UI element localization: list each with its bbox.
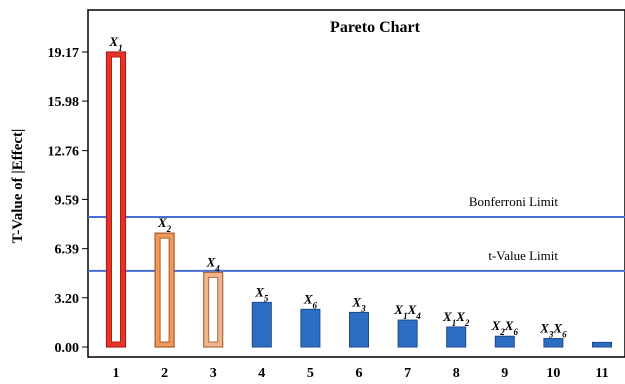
bar xyxy=(300,308,321,348)
bar xyxy=(494,335,515,348)
bar xyxy=(203,271,224,348)
x-tick-label: 4 xyxy=(258,366,265,381)
bar-label: X2 xyxy=(157,215,172,234)
bar-label: X4 xyxy=(206,254,221,273)
plot-frame xyxy=(87,9,625,358)
y-tick-label: 19.17 xyxy=(48,46,80,61)
reference-line-label: Bonferroni Limit xyxy=(469,194,559,209)
y-axis-label: T-Value of |Effect| xyxy=(10,129,26,244)
x-tick-label: 5 xyxy=(307,366,314,381)
x-tick-label: 3 xyxy=(210,366,217,381)
bar xyxy=(105,51,127,348)
y-tick-label: 3.20 xyxy=(55,292,80,307)
bar-label: X1X4 xyxy=(393,302,421,321)
x-tick-label: 2 xyxy=(161,366,168,381)
x-tick-label: 7 xyxy=(404,366,411,381)
x-tick-label: 1 xyxy=(113,366,120,381)
y-tick-label: 9.59 xyxy=(55,193,80,208)
bar-label: X2X6 xyxy=(491,318,519,337)
chart-title: Pareto Chart xyxy=(330,19,421,36)
x-tick-label: 6 xyxy=(356,366,363,381)
reference-line-label: t-Value Limit xyxy=(488,248,558,263)
y-tick-label: 12.76 xyxy=(48,145,80,160)
bar-label: X3 xyxy=(351,294,366,313)
bar xyxy=(349,311,369,348)
bar-label: X5 xyxy=(254,284,269,303)
x-tick-label: 10 xyxy=(546,366,560,381)
x-tick-label: 9 xyxy=(501,366,508,381)
bar-label: X1 xyxy=(108,34,122,53)
bar xyxy=(592,341,612,348)
y-tick-label: 15.98 xyxy=(48,95,80,110)
bar xyxy=(251,301,272,348)
bar xyxy=(397,319,418,348)
bar xyxy=(543,338,564,348)
y-tick-label: 0.00 xyxy=(55,341,80,356)
y-tick-label: 6.39 xyxy=(55,243,80,258)
x-tick-label: 11 xyxy=(595,366,608,381)
bar xyxy=(154,232,175,348)
bar-label: X6 xyxy=(303,291,318,310)
bar-label: X3X6 xyxy=(539,321,567,340)
bar xyxy=(446,326,467,348)
x-tick-label: 8 xyxy=(453,366,460,381)
bar-label: X1X2 xyxy=(442,309,470,328)
